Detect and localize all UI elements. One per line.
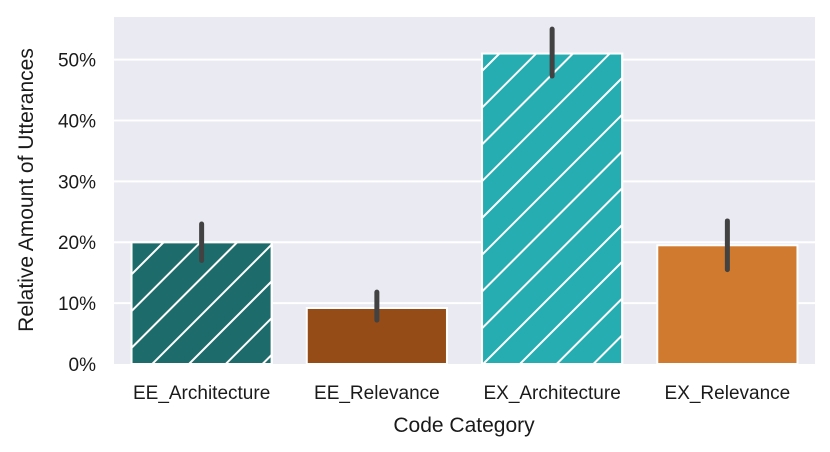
y-tick-labels: 0% 10% 20% 30% 40% 50% (58, 51, 96, 376)
bar-hatch (481, 52, 624, 366)
x-tick-label: EE_Relevance (314, 383, 440, 404)
x-tick-label: EX_Architecture (483, 383, 620, 404)
y-axis-title: Relative Amount of Utterances (15, 48, 38, 332)
y-tick-label: 40% (58, 111, 96, 132)
x-tick-labels: EE_Architecture EE_Relevance EX_Architectu… (133, 383, 790, 404)
y-tick-label: 0% (69, 355, 97, 376)
error-bars (199, 26, 730, 323)
x-tick-label: EE_Architecture (133, 383, 270, 404)
x-axis-title: Code Category (393, 414, 535, 437)
y-tick-label: 20% (58, 233, 96, 254)
x-tick-label: EX_Relevance (665, 383, 791, 404)
y-tick-label: 10% (58, 294, 96, 315)
y-tick-label: 30% (58, 172, 96, 193)
y-tick-label: 50% (58, 51, 96, 72)
